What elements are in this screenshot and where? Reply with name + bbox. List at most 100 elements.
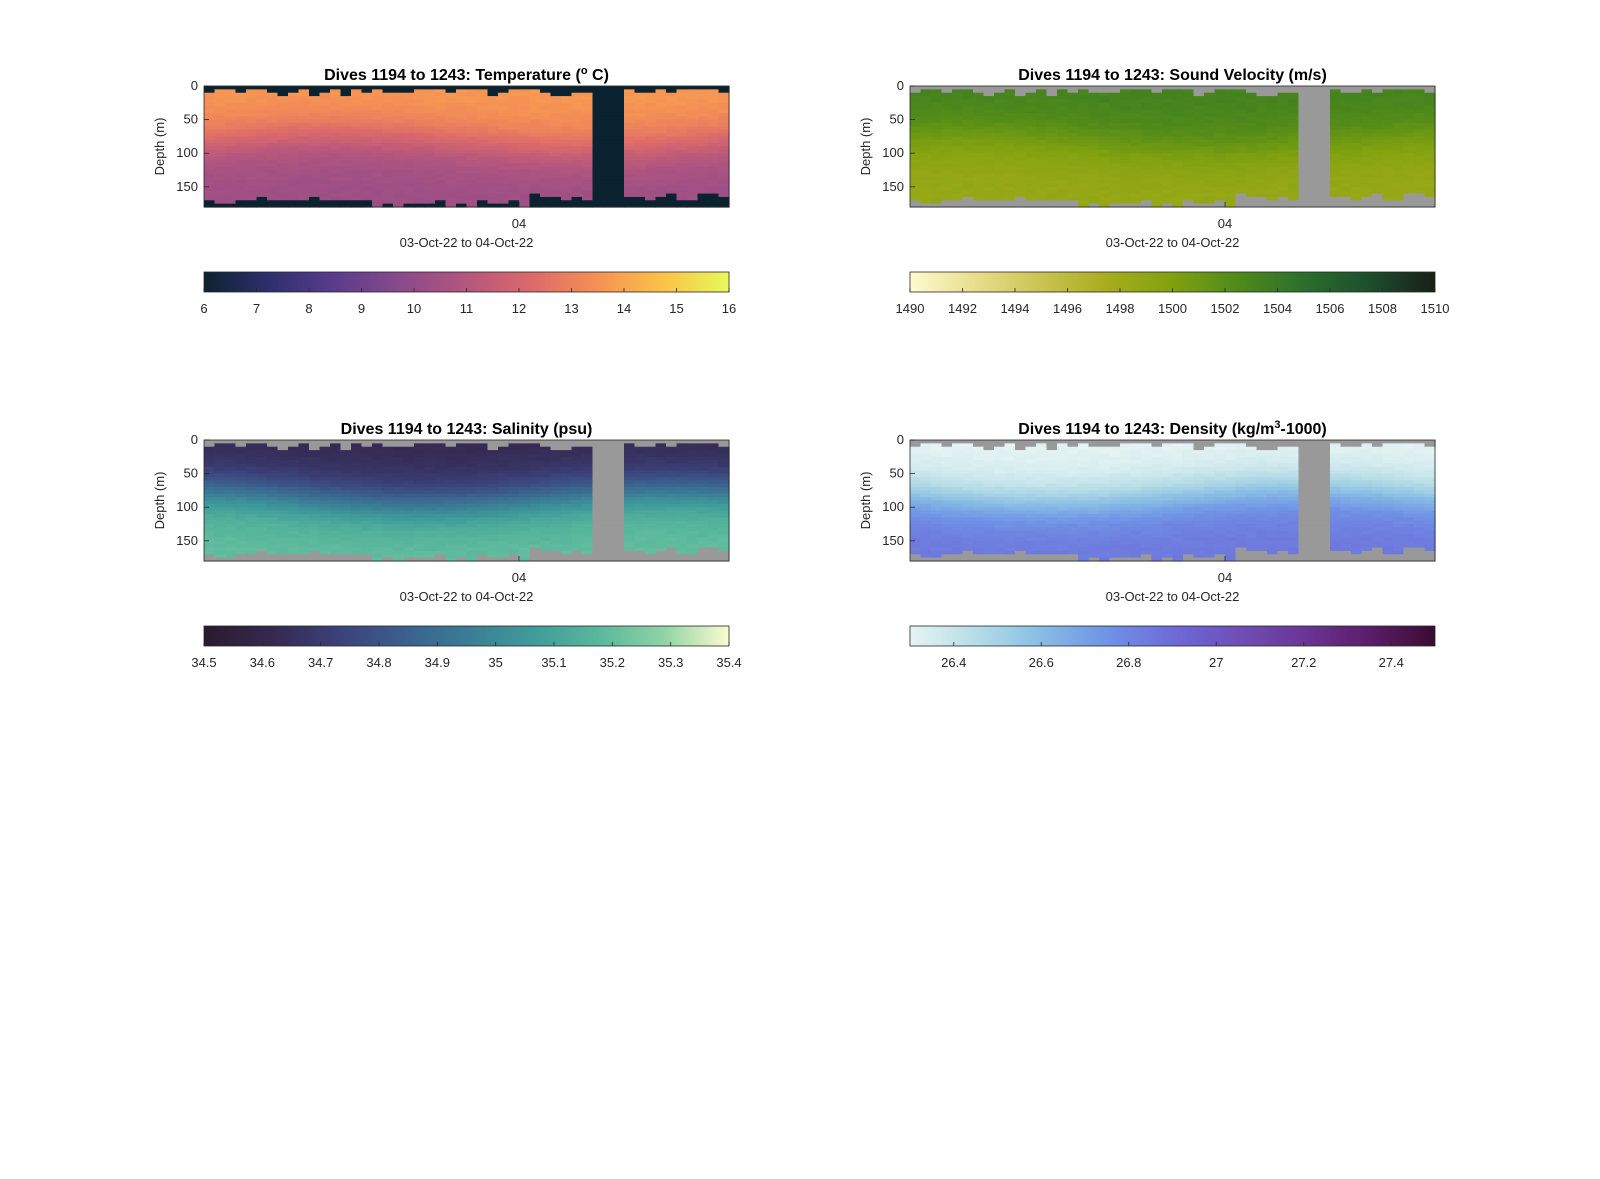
heatmap-cell bbox=[941, 109, 953, 114]
heatmap-cell bbox=[1256, 119, 1268, 124]
heatmap-cell bbox=[309, 170, 321, 174]
heatmap-cell bbox=[235, 196, 247, 201]
heatmap-cell bbox=[1277, 139, 1289, 144]
heatmap-cell bbox=[1309, 89, 1321, 94]
heatmap-cell bbox=[477, 183, 489, 188]
heatmap-cell bbox=[571, 473, 583, 478]
heatmap-cell bbox=[477, 149, 489, 154]
heatmap-cell bbox=[603, 200, 615, 205]
heatmap-cell bbox=[340, 557, 352, 562]
heatmap-cell bbox=[561, 487, 573, 492]
heatmap-cell bbox=[1204, 170, 1216, 174]
heatmap-cell bbox=[529, 170, 541, 174]
heatmap-cell bbox=[319, 456, 331, 461]
heatmap-cell bbox=[498, 503, 510, 508]
heatmap-cell bbox=[529, 86, 541, 90]
heatmap-cell bbox=[256, 483, 268, 488]
heatmap-cell bbox=[1067, 89, 1079, 94]
heatmap-cell bbox=[288, 473, 300, 478]
heatmap-cell bbox=[540, 180, 552, 185]
heatmap-cell bbox=[1403, 129, 1415, 134]
heatmap-cell bbox=[1414, 203, 1426, 208]
heatmap-cell bbox=[267, 530, 279, 535]
heatmap-cell bbox=[256, 170, 268, 174]
heatmap-cell bbox=[466, 106, 478, 111]
heatmap-cell bbox=[351, 106, 363, 111]
heatmap-cell bbox=[1099, 153, 1111, 158]
heatmap-cell bbox=[561, 193, 573, 198]
heatmap-cell bbox=[477, 186, 489, 191]
heatmap-cell bbox=[1309, 86, 1321, 90]
heatmap-cell bbox=[351, 176, 363, 181]
heatmap-cell bbox=[1246, 119, 1258, 124]
heatmap-cell bbox=[256, 473, 268, 478]
heatmap-cell bbox=[498, 153, 510, 158]
heatmap-cell bbox=[487, 136, 499, 141]
heatmap-cell bbox=[361, 156, 373, 161]
heatmap-cell bbox=[372, 480, 384, 485]
heatmap-cell bbox=[466, 537, 478, 542]
heatmap-cell bbox=[298, 143, 310, 148]
heatmap-cell bbox=[1172, 119, 1184, 124]
heatmap-cell bbox=[603, 183, 615, 188]
heatmap-cell bbox=[1393, 180, 1405, 185]
heatmap-cell bbox=[393, 133, 405, 138]
heatmap-cell bbox=[931, 143, 943, 148]
heatmap-cell bbox=[1183, 190, 1195, 195]
heatmap-cell bbox=[1025, 196, 1037, 201]
heatmap-cell bbox=[235, 183, 247, 188]
heatmap-cell bbox=[456, 193, 468, 198]
heatmap-cell bbox=[540, 109, 552, 114]
heatmap-cell bbox=[477, 156, 489, 161]
heatmap-cell bbox=[1340, 159, 1352, 164]
heatmap-cell bbox=[1214, 116, 1226, 121]
heatmap-cell bbox=[634, 143, 646, 148]
heatmap-cell bbox=[666, 96, 678, 101]
heatmap-cell bbox=[697, 146, 709, 151]
heatmap-cell bbox=[1330, 146, 1342, 151]
heatmap-cell bbox=[330, 122, 342, 127]
heatmap-cell bbox=[477, 153, 489, 158]
heatmap-cell bbox=[718, 106, 730, 111]
heatmap-cell bbox=[288, 517, 300, 522]
heatmap-cell bbox=[424, 517, 436, 522]
heatmap-cell bbox=[466, 86, 478, 90]
heatmap-cell bbox=[1372, 112, 1384, 117]
heatmap-cell bbox=[204, 112, 216, 117]
heatmap-cell bbox=[508, 473, 520, 478]
heatmap-cell bbox=[204, 537, 216, 542]
heatmap-cell bbox=[676, 116, 688, 121]
heatmap-cell bbox=[1277, 159, 1289, 164]
heatmap-cell bbox=[1256, 96, 1268, 101]
heatmap-cell bbox=[1225, 133, 1237, 138]
heatmap-cell bbox=[1225, 92, 1237, 97]
heatmap-cell bbox=[624, 126, 636, 131]
heatmap-cell bbox=[540, 466, 552, 471]
heatmap-cell bbox=[613, 156, 625, 161]
heatmap-cell bbox=[288, 180, 300, 185]
heatmap-cell bbox=[613, 102, 625, 107]
heatmap-cell bbox=[382, 547, 394, 552]
heatmap-cell bbox=[571, 554, 583, 559]
heatmap-cell bbox=[1340, 173, 1352, 178]
heatmap-cell bbox=[1078, 193, 1090, 198]
heatmap-cell bbox=[1204, 159, 1216, 164]
heatmap-cell bbox=[624, 180, 636, 185]
heatmap-cell bbox=[1235, 119, 1247, 124]
heatmap-cell bbox=[519, 500, 531, 505]
heatmap-cell bbox=[983, 86, 995, 90]
heatmap-cell bbox=[204, 92, 216, 97]
heatmap-cell bbox=[288, 540, 300, 545]
heatmap-cell bbox=[613, 176, 625, 181]
heatmap-cell bbox=[372, 190, 384, 195]
heatmap-cell bbox=[1225, 186, 1237, 191]
heatmap-cell bbox=[498, 196, 510, 201]
heatmap-cell bbox=[634, 119, 646, 124]
heatmap-cell bbox=[309, 524, 321, 528]
heatmap-cell bbox=[1046, 126, 1058, 131]
heatmap-cell bbox=[561, 129, 573, 134]
heatmap-cell bbox=[519, 493, 531, 498]
heatmap-cell bbox=[1319, 173, 1331, 178]
colorbar-tick-label: 9 bbox=[358, 301, 365, 316]
heatmap-cell bbox=[351, 453, 363, 458]
